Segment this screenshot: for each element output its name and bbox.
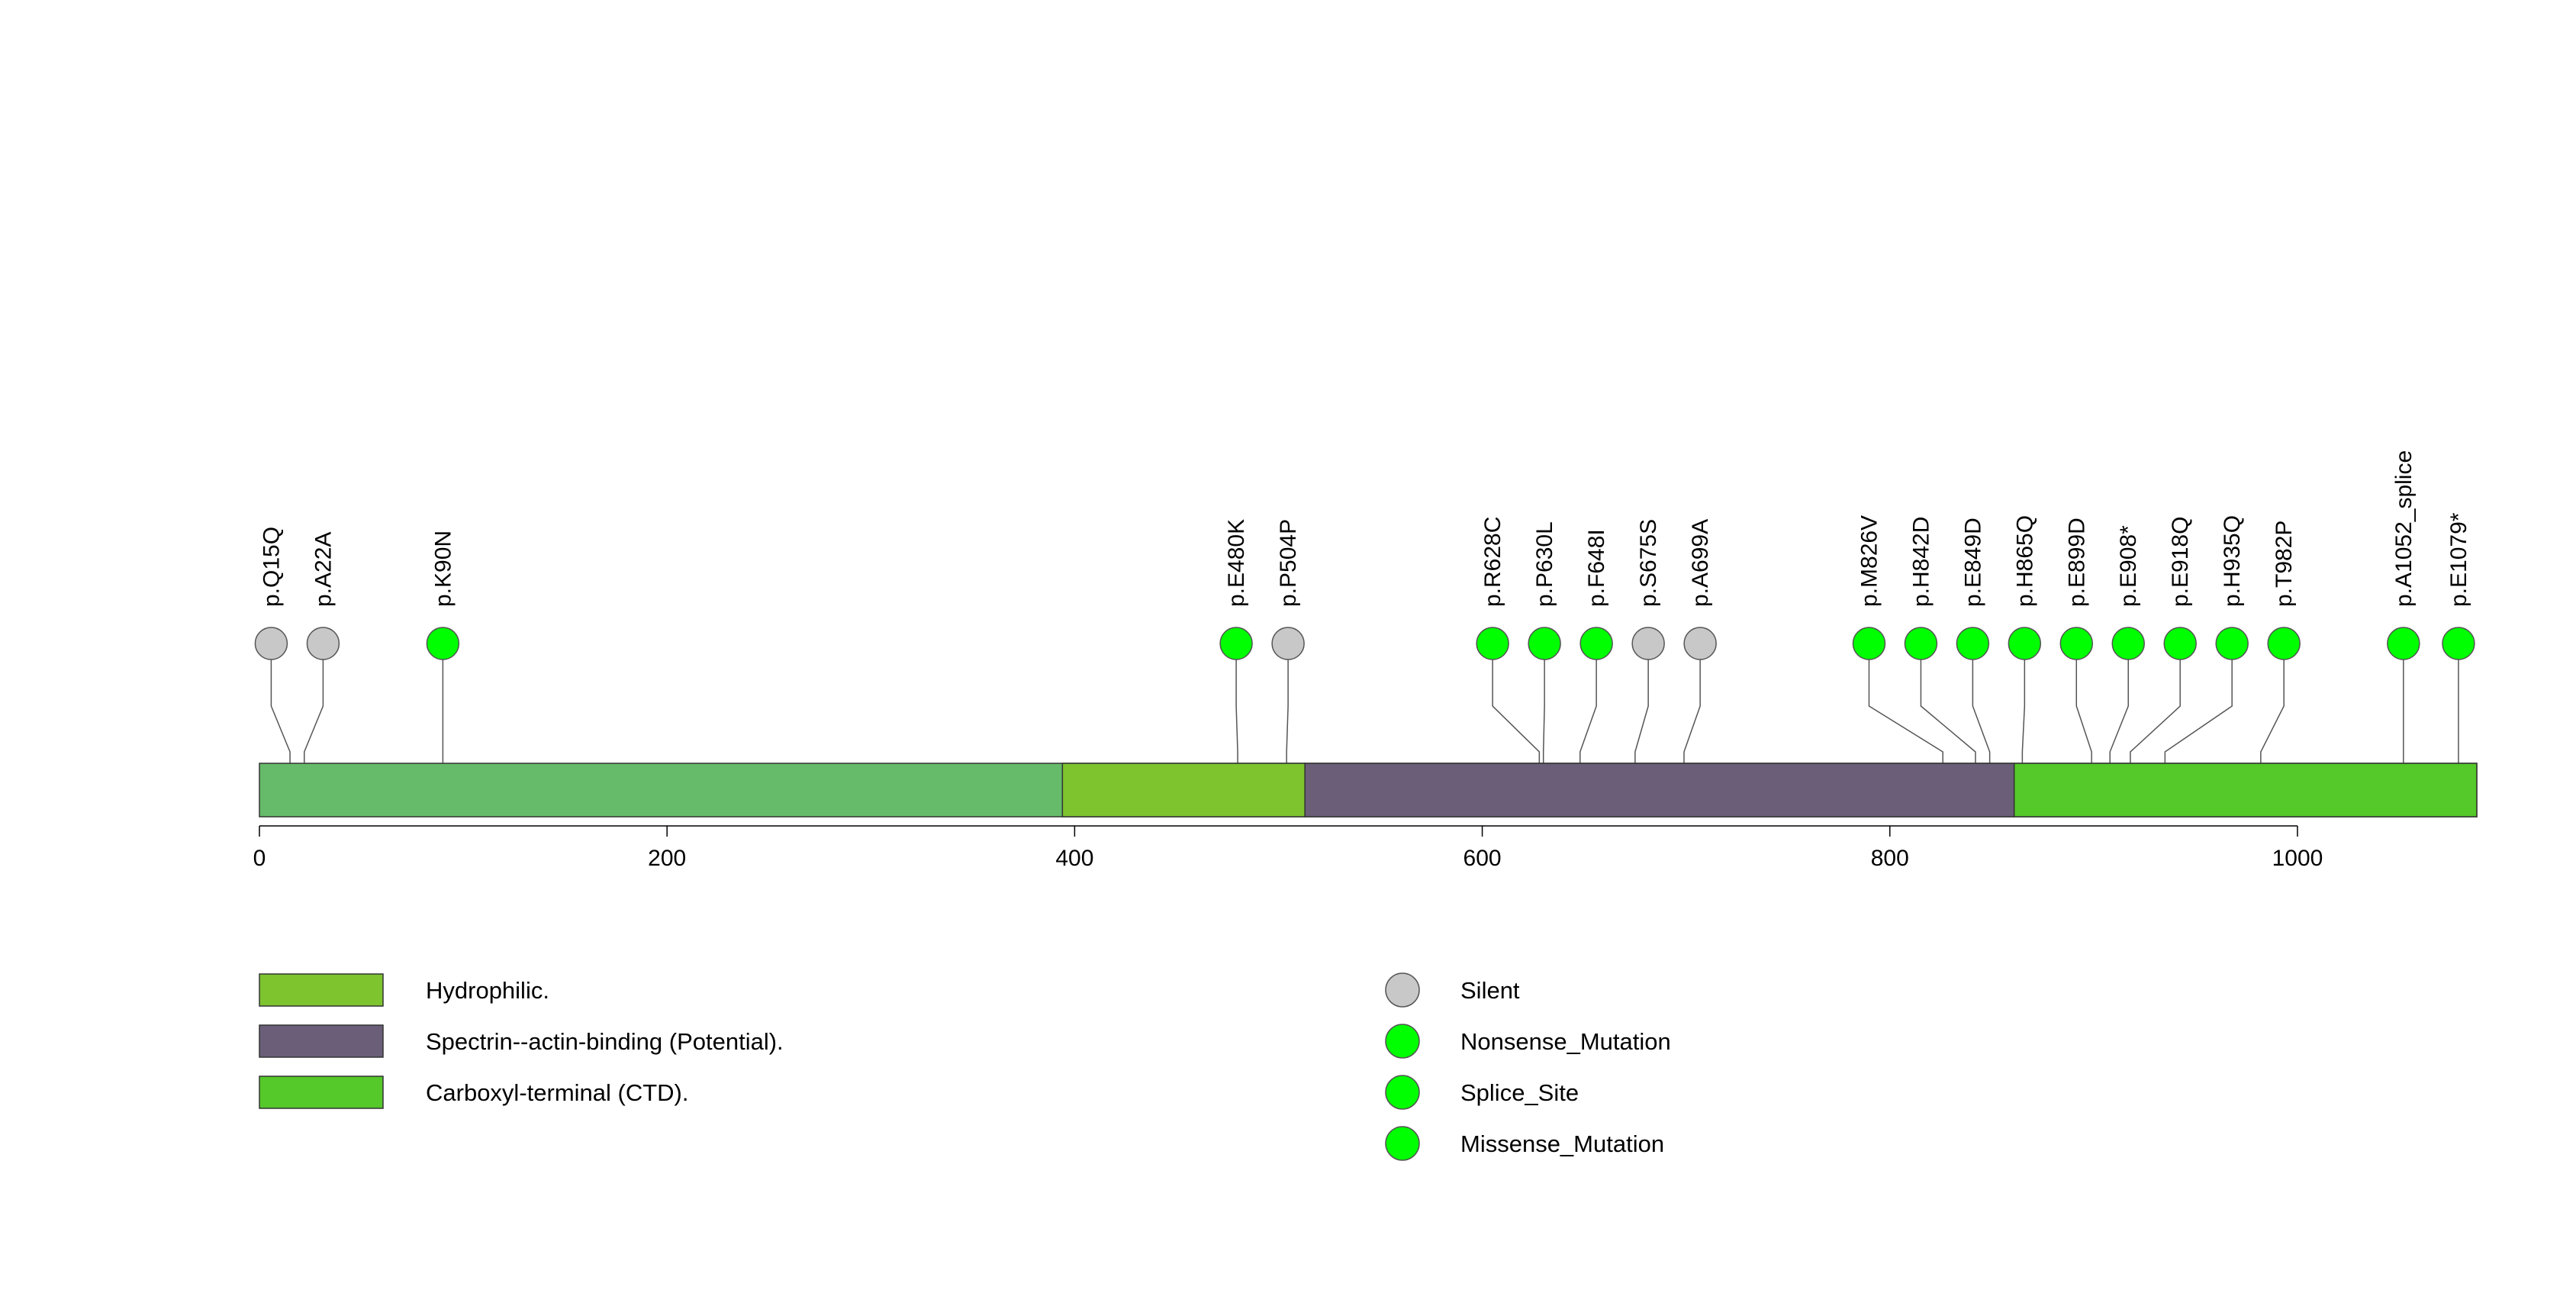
mutation-label-9: p.A699A (1688, 519, 1713, 607)
mutation-head-2 (426, 627, 460, 660)
mutation-label-14: p.E899D (2064, 518, 2089, 607)
stem-3 (1235, 643, 1238, 763)
stem-8 (1634, 643, 1649, 763)
mutation-head-6 (1528, 627, 1561, 660)
mutation-head-4 (1271, 627, 1305, 660)
mutation-head-14 (2059, 627, 2094, 660)
stem-4 (1286, 643, 1289, 763)
mutation-label-2: p.K90N (430, 531, 456, 607)
mutation-head-17 (2215, 627, 2249, 660)
legend-type-label-3: Missense_Mutation (1460, 1130, 1664, 1157)
x-tick-label-1: 200 (648, 846, 686, 871)
mutation-head-15 (2111, 627, 2145, 660)
legend-domain-label-2: Carboxyl-terminal (CTD). (426, 1079, 688, 1106)
legend-type-marker-3 (1385, 1126, 1420, 1161)
mutation-label-17: p.H935Q (2220, 515, 2245, 607)
mutation-head-16 (2163, 627, 2197, 660)
stem-14 (2075, 643, 2092, 763)
mutation-head-1 (306, 627, 340, 660)
mutation-head-19 (2387, 627, 2420, 660)
stem-17 (2164, 643, 2233, 763)
legend-type-marker-1 (1385, 1024, 1420, 1059)
legend-type-marker-0 (1385, 972, 1420, 1008)
mutation-head-7 (1579, 627, 1613, 660)
mutation-head-8 (1631, 627, 1665, 660)
x-tick-label-4: 800 (1871, 846, 1909, 871)
domain-2 (2013, 763, 2478, 818)
mutation-label-6: p.P630L (1532, 521, 1557, 607)
legend-type-label-2: Splice_Site (1460, 1079, 1579, 1106)
mutation-label-20: p.E1079* (2446, 512, 2471, 607)
mutation-label-12: p.E849D (1960, 518, 1985, 607)
mutation-label-13: p.H865Q (2012, 515, 2037, 607)
legend-type-label-0: Silent (1460, 977, 1520, 1004)
mutation-label-5: p.R628C (1480, 517, 1505, 607)
mutation-label-7: p.F648I (1584, 529, 1609, 607)
mutation-label-10: p.M826V (1856, 515, 1882, 607)
mutation-head-12 (1956, 627, 1990, 660)
mutation-head-9 (1683, 627, 1717, 660)
mutation-label-16: p.E918Q (2168, 517, 2193, 607)
mutation-label-4: p.P504P (1276, 519, 1301, 607)
mutation-head-5 (1476, 627, 1509, 660)
legend-domain-swatch-2 (259, 1076, 384, 1109)
protein-track (259, 763, 2478, 818)
x-axis: 0 200 400 600 800 1000 (253, 825, 2323, 871)
stem-16 (2130, 643, 2181, 763)
mutation-head-3 (1219, 627, 1253, 660)
legend-domain-swatch-1 (259, 1024, 384, 1058)
mutation-head-10 (1852, 627, 1886, 660)
mutation-label-3: p.E480K (1224, 519, 1249, 607)
legend-domain-swatch-0 (259, 973, 384, 1007)
mutation-label-15: p.E908* (2116, 525, 2141, 607)
legend-domain-label-1: Spectrin--actin-binding (Potential). (426, 1028, 784, 1055)
stem-18 (2260, 643, 2285, 763)
mutation-label-8: p.S675S (1636, 519, 1661, 607)
x-tick-label-3: 600 (1463, 846, 1502, 871)
mutation-label-11: p.H842D (1908, 517, 1934, 607)
mutation-head-0 (254, 627, 288, 660)
domain-0 (1061, 763, 1306, 818)
mutation-label-19: p.A1052_splice (2391, 450, 2417, 607)
x-tick-label-0: 0 (253, 846, 266, 871)
stem-15 (2109, 643, 2129, 763)
domain-legend: Hydrophilic. Spectrin--actin-binding (Pot… (259, 973, 784, 1109)
mutation-head-20 (2442, 627, 2475, 660)
legend-type-marker-2 (1385, 1075, 1420, 1110)
stem-0 (270, 643, 291, 763)
stem-7 (1579, 643, 1597, 763)
mutation-labels: p.Q15Q p.A22A p.K90N p.E480K p.P504P p.R628C p… (259, 450, 2471, 607)
mutation-heads (254, 627, 2475, 660)
mutation-label-1: p.A22A (311, 532, 336, 607)
stem-5 (1492, 643, 1541, 763)
mutation-head-13 (2008, 627, 2042, 660)
stem-9 (1683, 643, 1701, 763)
mutation-label-18: p.T982P (2272, 521, 2297, 607)
stem-10 (1868, 643, 1943, 763)
mutation-type-legend: Silent Nonsense_Mutation Splice_Site Missen… (1385, 972, 1671, 1161)
domain-1 (1304, 763, 2015, 818)
stem-11 (1920, 643, 1976, 763)
mutation-head-18 (2267, 627, 2301, 660)
stem-12 (1972, 643, 1991, 763)
mutation-label-0: p.Q15Q (259, 527, 284, 607)
x-tick-label-5: 1000 (2272, 846, 2323, 871)
legend-domain-label-0: Hydrophilic. (426, 977, 549, 1004)
legend-type-label-1: Nonsense_Mutation (1460, 1028, 1671, 1055)
x-tick-label-2: 400 (1055, 846, 1093, 871)
mutation-head-11 (1904, 627, 1938, 660)
stem-13 (2021, 643, 2026, 763)
stem-1 (304, 643, 324, 763)
